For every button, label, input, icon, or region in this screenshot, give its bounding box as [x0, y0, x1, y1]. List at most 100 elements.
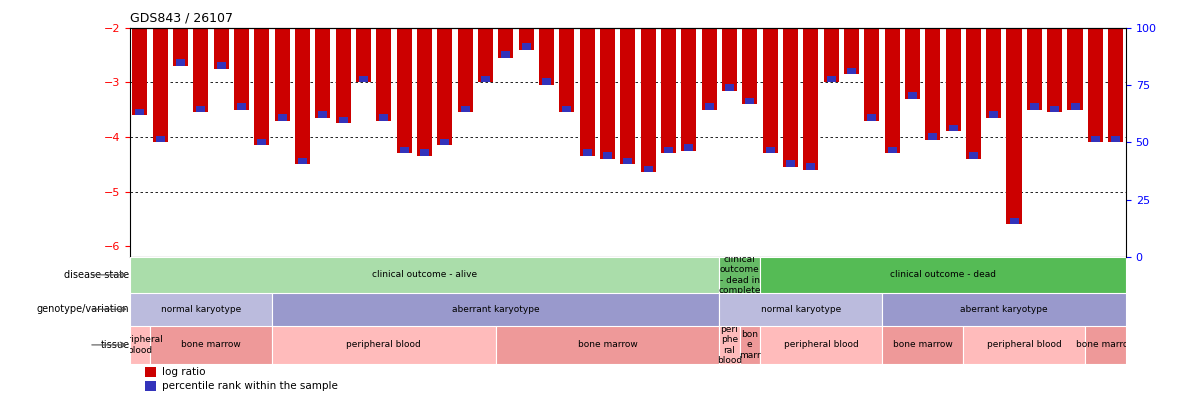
Bar — [233, 0, 249, 110]
Bar — [145, 381, 156, 390]
Bar — [844, 0, 859, 74]
Bar — [213, 0, 229, 69]
Bar — [949, 125, 957, 131]
Text: normal karyotype: normal karyotype — [160, 305, 241, 314]
Text: peri
phe
ral
blood: peri phe ral blood — [717, 325, 742, 365]
Bar — [702, 0, 717, 110]
Bar — [237, 103, 246, 110]
Bar — [440, 139, 449, 145]
Text: aberrant karyotype: aberrant karyotype — [452, 305, 540, 314]
Bar — [969, 152, 979, 159]
Bar — [559, 0, 574, 112]
Bar — [542, 78, 551, 85]
Bar — [1091, 136, 1100, 143]
Bar — [986, 0, 1001, 118]
Bar — [1071, 103, 1080, 110]
Bar — [562, 106, 572, 112]
Bar — [400, 147, 409, 153]
Bar — [1067, 0, 1082, 110]
Bar — [519, 0, 534, 50]
Text: aberrant karyotype: aberrant karyotype — [960, 305, 1048, 314]
Bar — [417, 0, 433, 156]
Bar — [461, 106, 469, 112]
Text: bone marrow: bone marrow — [182, 341, 241, 349]
Text: peripheral blood: peripheral blood — [347, 341, 421, 349]
Bar — [823, 0, 838, 82]
Bar — [130, 293, 272, 326]
Text: clinical outcome - alive: clinical outcome - alive — [371, 270, 477, 279]
Bar — [277, 114, 286, 120]
Bar — [882, 326, 963, 364]
Bar — [1111, 136, 1120, 143]
Text: genotype/variation: genotype/variation — [37, 304, 130, 314]
Bar — [719, 257, 760, 293]
Bar — [499, 0, 513, 58]
Bar — [176, 59, 185, 66]
Bar — [602, 152, 612, 159]
Bar — [156, 136, 165, 143]
Bar — [847, 68, 856, 74]
Bar — [315, 0, 330, 118]
Bar — [318, 111, 328, 118]
Bar — [1030, 103, 1039, 110]
Bar — [884, 0, 900, 153]
Bar — [620, 0, 635, 164]
Bar — [908, 92, 917, 99]
Bar — [145, 367, 156, 377]
Bar — [1088, 0, 1104, 143]
Bar — [624, 158, 632, 164]
Bar — [664, 147, 673, 153]
Bar — [481, 76, 490, 82]
Bar — [275, 0, 290, 120]
Bar — [358, 76, 368, 82]
Bar — [763, 0, 778, 153]
Text: bon
e
marr: bon e marr — [739, 330, 760, 360]
Bar — [966, 0, 981, 159]
Bar — [152, 0, 167, 143]
Bar — [640, 0, 656, 172]
Text: bone marrow: bone marrow — [578, 341, 638, 349]
Bar — [783, 0, 798, 167]
Bar — [765, 147, 775, 153]
Bar — [806, 163, 816, 169]
Text: peripheral
blood: peripheral blood — [117, 335, 163, 354]
Bar — [684, 144, 693, 150]
Bar — [926, 0, 941, 140]
Bar — [217, 62, 225, 69]
Bar — [420, 149, 429, 156]
Bar — [760, 326, 882, 364]
Bar — [132, 0, 147, 115]
Bar — [1108, 0, 1124, 143]
Bar — [1007, 0, 1022, 224]
Bar — [437, 0, 453, 145]
Bar — [356, 0, 371, 82]
Text: tissue: tissue — [100, 340, 130, 350]
Text: peripheral blood: peripheral blood — [784, 341, 858, 349]
Text: log ratio: log ratio — [162, 367, 205, 377]
Bar — [743, 0, 757, 104]
Bar — [336, 0, 351, 123]
Bar — [661, 0, 676, 153]
Bar — [380, 114, 388, 120]
Bar — [193, 0, 209, 112]
Bar — [803, 0, 818, 169]
Bar — [136, 109, 145, 115]
Bar — [457, 0, 473, 112]
Bar — [739, 326, 760, 364]
Bar — [904, 0, 920, 99]
Bar — [376, 0, 391, 120]
Bar — [745, 97, 755, 104]
Bar — [130, 257, 719, 293]
Bar — [396, 0, 411, 153]
Bar — [600, 0, 615, 159]
Bar — [725, 84, 735, 91]
Text: disease state: disease state — [65, 270, 130, 280]
Bar — [963, 326, 1086, 364]
Bar — [173, 0, 189, 66]
Bar — [826, 76, 836, 82]
Text: GDS843 / 26107: GDS843 / 26107 — [130, 11, 232, 24]
Text: clinical
outcome
- dead in
complete: clinical outcome - dead in complete — [718, 255, 760, 295]
Bar — [521, 43, 531, 50]
Bar — [1050, 106, 1060, 112]
Bar — [1086, 326, 1126, 364]
